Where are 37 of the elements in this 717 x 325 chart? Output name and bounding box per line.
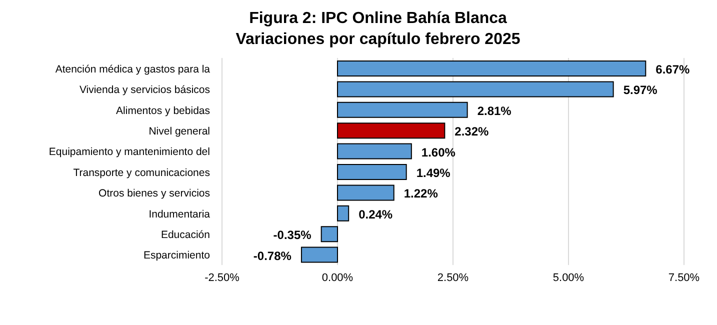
y-tick-label: Esparcimiento — [143, 250, 210, 262]
x-tick-label: 7.50% — [668, 272, 700, 284]
x-tick-label: 2.50% — [437, 272, 469, 284]
data-label: 1.49% — [416, 166, 451, 180]
y-tick-label: Equipamiento y mantenimiento del — [48, 146, 210, 158]
data-label: 2.81% — [477, 104, 512, 118]
y-tick-label: Alimentos y bebidas — [116, 104, 210, 117]
data-label: 2.32% — [454, 124, 490, 139]
bar — [337, 60, 646, 76]
data-label: 6.67% — [656, 62, 690, 76]
y-tick-label: Educación — [160, 228, 210, 241]
chart-subtitle: Variaciones por capítulo febrero 2025 — [234, 30, 522, 50]
x-tick-label: 5.00% — [552, 272, 584, 284]
y-tick-label: Atención médica y gastos para la — [55, 63, 210, 76]
y-tick-label: Nivel general — [148, 125, 210, 138]
bar — [337, 143, 412, 160]
data-label: 5.97% — [623, 83, 658, 98]
x-tick-label: -2.50% — [204, 272, 240, 284]
data-label: 0.24% — [358, 207, 393, 222]
y-tick-label: Vivienda y servicios básicos — [79, 84, 210, 96]
data-label: 1.60% — [421, 145, 456, 160]
bar — [320, 226, 338, 242]
data-label: -0.35% — [273, 228, 312, 242]
x-tick-label: 0.00% — [322, 272, 354, 284]
bar — [337, 122, 446, 139]
bar — [337, 102, 468, 118]
bar — [300, 246, 338, 263]
data-label: -0.78% — [253, 248, 292, 263]
data-label: 1.22% — [404, 186, 438, 201]
chart-title: Figura 2: IPC Online Bahía Blanca — [248, 9, 508, 29]
y-tick-label: Indumentaria — [148, 208, 210, 220]
y-tick-label: Otros bienes y servicios — [98, 188, 210, 200]
bar — [337, 205, 350, 222]
bar — [337, 184, 394, 201]
y-tick-label: Transporte y comunicaciones — [73, 166, 210, 179]
bar — [337, 164, 407, 180]
bar — [337, 81, 614, 98]
